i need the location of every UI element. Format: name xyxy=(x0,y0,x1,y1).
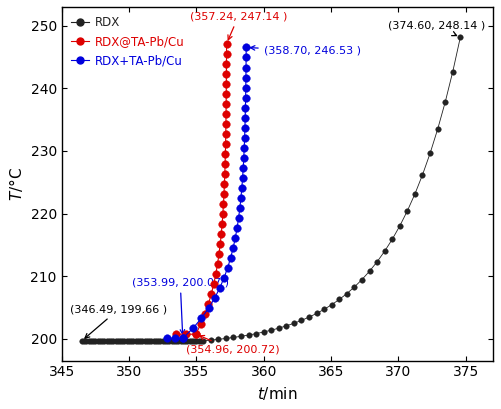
RDX@TA-Pb/Cu xyxy=(223,81,229,86)
RDX@TA-Pb/Cu xyxy=(223,71,229,76)
RDX@TA-Pb/Cu xyxy=(222,121,228,126)
RDX@TA-Pb/Cu xyxy=(223,61,229,66)
RDX+TA-Pb/Cu xyxy=(189,326,195,331)
RDX@TA-Pb/Cu xyxy=(223,51,229,56)
RDX@TA-Pb/Cu xyxy=(205,302,211,307)
RDX+TA-Pb/Cu xyxy=(242,75,248,80)
RDX+TA-Pb/Cu xyxy=(241,135,247,140)
Line: RDX+TA-Pb/Cu: RDX+TA-Pb/Cu xyxy=(163,44,249,342)
RDX@TA-Pb/Cu xyxy=(221,182,227,187)
RDX@TA-Pb/Cu xyxy=(222,151,228,156)
RDX+TA-Pb/Cu xyxy=(235,216,241,220)
Line: RDX@TA-Pb/Cu: RDX@TA-Pb/Cu xyxy=(172,40,230,338)
RDX@TA-Pb/Cu xyxy=(173,332,179,337)
RDX+TA-Pb/Cu xyxy=(241,125,247,130)
Legend: RDX, RDX@TA-Pb/Cu, RDX+TA-Pb/Cu: RDX, RDX@TA-Pb/Cu, RDX+TA-Pb/Cu xyxy=(68,13,188,71)
RDX+TA-Pb/Cu xyxy=(241,115,247,120)
RDX@TA-Pb/Cu xyxy=(221,162,227,166)
RDX xyxy=(119,338,125,343)
RDX+TA-Pb/Cu xyxy=(232,236,238,240)
Y-axis label: $T$/°C: $T$/°C xyxy=(7,167,25,201)
RDX@TA-Pb/Cu xyxy=(222,111,228,116)
Text: (346.49, 199.66 ): (346.49, 199.66 ) xyxy=(70,304,167,338)
RDX+TA-Pb/Cu xyxy=(236,205,242,210)
Text: (358.70, 246.53 ): (358.70, 246.53 ) xyxy=(250,46,360,56)
RDX+TA-Pb/Cu xyxy=(229,245,235,250)
Text: (354.96, 200.72): (354.96, 200.72) xyxy=(185,335,279,355)
RDX@TA-Pb/Cu xyxy=(219,211,225,216)
RDX@TA-Pb/Cu xyxy=(223,101,229,106)
RDX@TA-Pb/Cu xyxy=(218,222,224,227)
RDX+TA-Pb/Cu xyxy=(233,225,239,230)
RDX@TA-Pb/Cu xyxy=(220,191,226,196)
RDX+TA-Pb/Cu xyxy=(171,336,177,341)
RDX+TA-Pb/Cu xyxy=(242,105,248,110)
RDX xyxy=(381,249,387,254)
RDX+TA-Pb/Cu xyxy=(240,165,246,170)
RDX xyxy=(155,338,161,343)
RDX+TA-Pb/Cu xyxy=(211,296,217,301)
RDX@TA-Pb/Cu xyxy=(222,142,228,146)
RDX xyxy=(179,338,185,343)
RDX+TA-Pb/Cu xyxy=(242,85,248,90)
Line: RDX: RDX xyxy=(79,35,462,344)
RDX@TA-Pb/Cu xyxy=(183,332,189,337)
RDX@TA-Pb/Cu xyxy=(215,252,221,256)
RDX@TA-Pb/Cu xyxy=(223,91,229,96)
Text: (374.60, 248.14 ): (374.60, 248.14 ) xyxy=(387,21,484,36)
RDX xyxy=(99,338,105,343)
RDX@TA-Pb/Cu xyxy=(192,332,198,337)
RDX+TA-Pb/Cu xyxy=(179,336,185,341)
RDX xyxy=(103,338,109,343)
RDX@TA-Pb/Cu xyxy=(220,202,226,207)
RDX@TA-Pb/Cu xyxy=(212,272,218,276)
RDX+TA-Pb/Cu xyxy=(241,145,247,150)
RDX+TA-Pb/Cu xyxy=(205,306,211,311)
RDX@TA-Pb/Cu xyxy=(218,231,224,236)
RDX+TA-Pb/Cu xyxy=(237,196,243,200)
RDX+TA-Pb/Cu xyxy=(238,185,244,190)
RDX+TA-Pb/Cu xyxy=(179,336,185,341)
RDX+TA-Pb/Cu xyxy=(240,155,246,160)
RDX+TA-Pb/Cu xyxy=(242,65,248,70)
RDX@TA-Pb/Cu xyxy=(217,242,223,247)
RDX+TA-Pb/Cu xyxy=(163,336,169,341)
RDX@TA-Pb/Cu xyxy=(208,292,214,297)
RDX xyxy=(79,338,85,343)
RDX xyxy=(456,35,462,40)
Text: (353.99, 200.07 ): (353.99, 200.07 ) xyxy=(131,278,228,334)
RDX@TA-Pb/Cu xyxy=(201,312,207,317)
RDX@TA-Pb/Cu xyxy=(222,131,228,136)
RDX+TA-Pb/Cu xyxy=(216,286,222,291)
RDX+TA-Pb/Cu xyxy=(227,256,233,261)
RDX+TA-Pb/Cu xyxy=(242,45,248,50)
RDX@TA-Pb/Cu xyxy=(214,262,220,267)
X-axis label: $t$/min: $t$/min xyxy=(257,385,297,402)
RDX+TA-Pb/Cu xyxy=(198,316,204,321)
RDX@TA-Pb/Cu xyxy=(221,171,227,176)
RDX@TA-Pb/Cu xyxy=(192,332,198,337)
RDX+TA-Pb/Cu xyxy=(224,265,230,270)
Text: (357.24, 247.14 ): (357.24, 247.14 ) xyxy=(189,11,287,40)
RDX@TA-Pb/Cu xyxy=(223,41,229,46)
RDX@TA-Pb/Cu xyxy=(197,322,203,327)
RDX+TA-Pb/Cu xyxy=(239,175,245,180)
RDX+TA-Pb/Cu xyxy=(242,95,248,100)
RDX+TA-Pb/Cu xyxy=(220,276,226,281)
RDX@TA-Pb/Cu xyxy=(210,282,216,287)
RDX+TA-Pb/Cu xyxy=(242,55,248,60)
